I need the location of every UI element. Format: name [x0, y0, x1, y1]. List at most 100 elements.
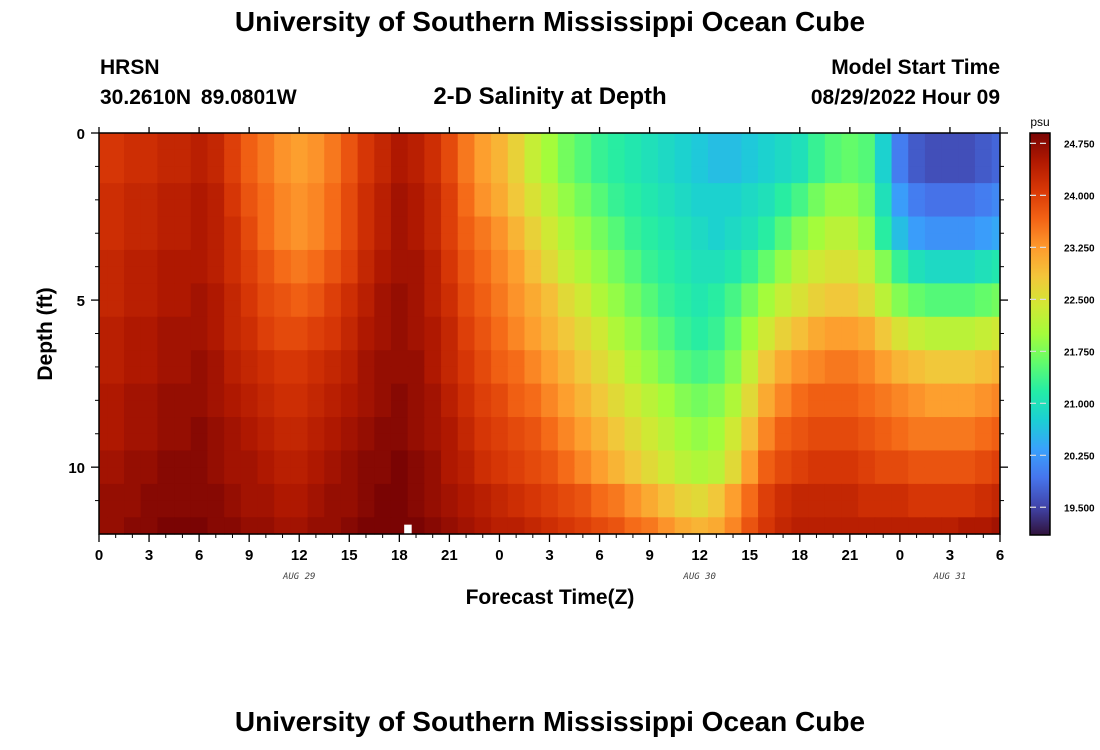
heatmap-cell: [524, 266, 542, 284]
heatmap-cell: [841, 249, 859, 268]
heatmap-cell: [908, 500, 926, 518]
heatmap-cell: [808, 450, 826, 468]
heatmap-cell: [157, 417, 175, 435]
heatmap-cell: [574, 233, 592, 251]
heatmap-cell: [491, 500, 509, 518]
heatmap-cell: [924, 133, 943, 151]
heatmap-cell: [791, 366, 809, 385]
heatmap-cell: [390, 133, 409, 151]
heatmap-cell: [924, 199, 943, 218]
heatmap-cell: [908, 366, 926, 385]
heatmap-cell: [574, 450, 592, 468]
heatmap-cell: [441, 166, 459, 184]
heatmap-cell: [99, 433, 108, 452]
heatmap-cell: [641, 316, 659, 335]
heatmap-cell: [99, 216, 108, 234]
heatmap-cell: [474, 383, 492, 401]
heatmap-cell: [240, 467, 259, 485]
heatmap-cell: [107, 333, 125, 351]
heatmap-cell: [574, 133, 592, 151]
heatmap-cell: [874, 300, 893, 318]
heatmap-cell: [240, 133, 259, 151]
heatmap-cell: [274, 266, 292, 284]
heatmap-cell: [607, 417, 626, 435]
heatmap-cell: [958, 417, 976, 435]
heatmap-cell: [924, 300, 943, 318]
heatmap-cell: [107, 249, 125, 268]
heatmap-cell: [974, 467, 993, 485]
heatmap-cell: [441, 383, 459, 401]
heatmap-cell: [340, 183, 359, 201]
heatmap-cell: [574, 283, 592, 301]
heatmap-cell: [140, 333, 158, 351]
heatmap-cell: [441, 333, 459, 351]
heatmap-cell: [908, 233, 926, 251]
heatmap-cell: [708, 350, 726, 368]
heatmap-cell: [591, 400, 609, 418]
heatmap-cell: [140, 517, 158, 535]
heatmap-cell: [257, 233, 275, 251]
heatmap-cell: [240, 383, 259, 401]
heatmap-cell: [307, 133, 325, 151]
heatmap-cell: [891, 216, 909, 234]
heatmap-cell: [491, 366, 509, 385]
heatmap-cell: [591, 183, 609, 201]
heatmap-cell: [124, 133, 142, 151]
model-start-label: Model Start Time: [831, 56, 1000, 79]
heatmap-cell: [824, 249, 843, 268]
heatmap-cell: [924, 517, 943, 535]
heatmap-cell: [674, 450, 692, 468]
heatmap-cell: [741, 383, 759, 401]
heatmap-cell: [841, 133, 859, 151]
heatmap-cell: [390, 300, 409, 318]
heatmap-cell: [390, 283, 409, 301]
heatmap-cell: [641, 149, 659, 168]
heatmap-cell: [591, 283, 609, 301]
heatmap-cell: [924, 166, 943, 184]
heatmap-cell: [357, 216, 375, 234]
heatmap-cell: [424, 283, 442, 301]
heatmap-cell: [474, 433, 492, 452]
heatmap-cell: [207, 517, 225, 535]
x-tick-label: 12: [691, 547, 708, 564]
heatmap-cell: [591, 366, 609, 385]
heatmap-cell: [991, 316, 1001, 335]
heatmap-cell: [874, 216, 893, 234]
heatmap-cell: [858, 366, 876, 385]
heatmap-cell: [124, 366, 142, 385]
heatmap-cell: [691, 266, 709, 284]
heatmap-cell: [174, 467, 192, 485]
heatmap-cell: [190, 233, 209, 251]
heatmap-cell: [457, 366, 476, 385]
heatmap-cell: [140, 199, 158, 218]
heatmap-cell: [958, 133, 976, 151]
heatmap-cell: [307, 383, 325, 401]
heatmap-cell: [290, 500, 309, 518]
heatmap-cell: [99, 417, 108, 435]
heatmap-cell: [724, 350, 742, 368]
heatmap-cell: [641, 216, 659, 234]
heatmap-cell: [357, 316, 375, 335]
heatmap-cell: [474, 517, 492, 535]
heatmap-cell: [257, 400, 275, 418]
heatmap-cell: [441, 450, 459, 468]
heatmap-cell: [808, 433, 826, 452]
heatmap-cell: [224, 483, 242, 502]
heatmap-cell: [808, 300, 826, 318]
heatmap-cell: [257, 433, 275, 452]
heatmap-cell: [941, 500, 959, 518]
heatmap-cell: [390, 149, 409, 168]
heatmap-cell: [324, 149, 342, 168]
heatmap-cell: [99, 199, 108, 218]
y-axis-title: Depth (ft): [34, 287, 57, 380]
heatmap-cell: [791, 467, 809, 485]
heatmap-cell: [441, 433, 459, 452]
heatmap-cell: [874, 149, 893, 168]
heatmap-cell: [407, 333, 425, 351]
heatmap-cell: [741, 400, 759, 418]
heatmap-cell: [524, 316, 542, 335]
heatmap-cell: [607, 400, 626, 418]
heatmap-cell: [491, 433, 509, 452]
heatmap-cell: [874, 500, 893, 518]
heatmap-cell: [557, 133, 576, 151]
